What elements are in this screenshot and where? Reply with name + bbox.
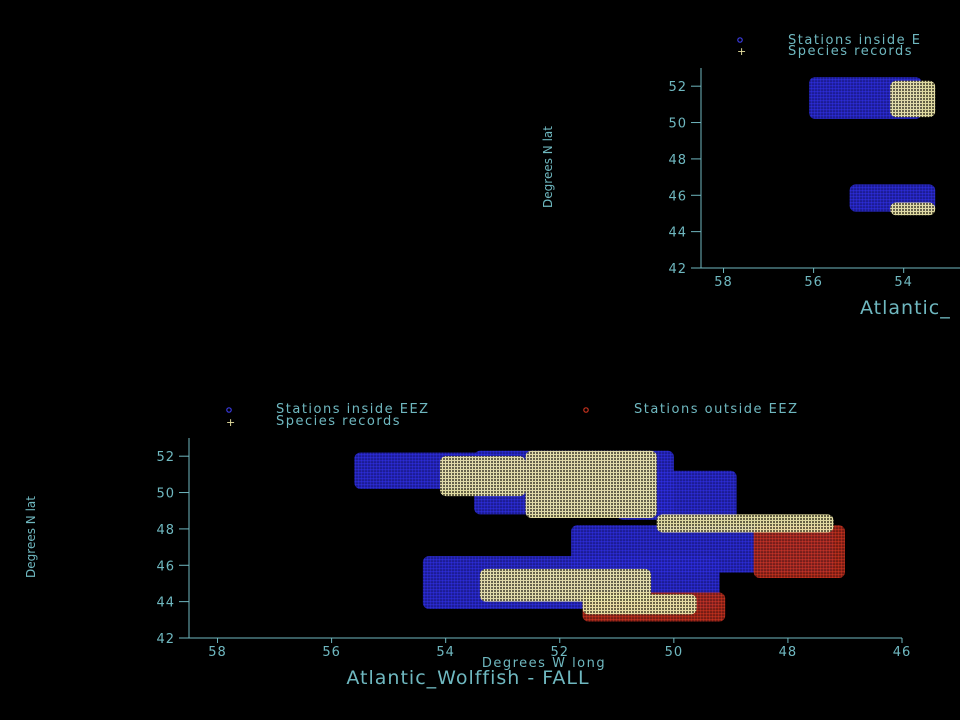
y-tick-label: 42	[156, 632, 175, 647]
y-tick-label: 50	[668, 117, 687, 132]
x-tick-label: 54	[436, 645, 455, 660]
y-tick-label: 48	[668, 153, 687, 168]
legend-outside-eez-label: Stations outside EEZ	[634, 402, 799, 417]
x-tick-label: 46	[893, 645, 912, 660]
x-axis-label: Degrees W long	[482, 656, 606, 671]
data-layer	[809, 77, 936, 216]
x-tick-label: 58	[714, 275, 733, 290]
y-tick-label: 52	[668, 80, 687, 95]
species-records-region-1	[525, 450, 657, 518]
y-tick-label: 50	[156, 487, 175, 502]
x-tick-label: 52	[550, 645, 569, 660]
chart-title: Atlantic_Wolffish - FALL	[346, 667, 589, 689]
axes	[700, 68, 960, 269]
legend-outside-eez-marker	[583, 407, 589, 413]
x-tick-label: 56	[322, 645, 341, 660]
data-layer	[354, 450, 845, 622]
x-tick-label: 56	[804, 275, 823, 290]
x-tick-label: 58	[208, 645, 227, 660]
legend-inside-eez-label: Stations inside E	[788, 33, 921, 48]
y-tick-label: 42	[668, 262, 687, 277]
y-axis-label: Degrees N lat	[541, 126, 555, 208]
y-tick-label: 48	[156, 523, 175, 538]
legend: Stations inside EEZ Stations outside EEZ…	[226, 402, 799, 429]
ticks: 52 50 48 46 44 42 58 56 54 52 50 48 46	[156, 450, 912, 660]
y-axis-label: Degrees N lat	[24, 496, 38, 578]
legend-species-records-label: Species records	[276, 414, 401, 429]
chart-top: Stations inside E + Species records 52 50…	[541, 33, 960, 319]
y-tick-label: 44	[156, 596, 175, 611]
legend: Stations inside E + Species records	[737, 33, 921, 59]
ticks: 52 50 48 46 44 42 58 56 54	[668, 80, 913, 290]
y-tick-label: 44	[668, 226, 687, 241]
species-records-region-3	[479, 568, 652, 602]
x-tick-label: 48	[779, 645, 798, 660]
legend-species-records-marker: +	[226, 416, 235, 429]
species-records-region-4	[582, 594, 697, 615]
species-records-region-0	[439, 456, 526, 497]
y-tick-label: 46	[668, 189, 687, 204]
legend-inside-eez-marker	[226, 407, 232, 413]
species-records-region-2	[656, 514, 834, 533]
species-records-region-1	[890, 202, 936, 216]
y-tick-label: 52	[156, 450, 175, 465]
legend-inside-eez-marker	[737, 37, 743, 43]
stations-outside-eez-region-0	[753, 525, 845, 578]
chart-bottom: Stations inside EEZ Stations outside EEZ…	[24, 402, 912, 689]
species-records-region-0	[890, 80, 936, 118]
legend-inside-eez-label: Stations inside EEZ	[276, 402, 430, 417]
y-tick-label: 46	[156, 559, 175, 574]
legend-species-records-marker: +	[737, 45, 746, 58]
axes	[188, 438, 902, 639]
x-tick-label: 54	[894, 275, 913, 290]
x-tick-label: 50	[665, 645, 684, 660]
chart-title: Atlantic_	[860, 297, 951, 319]
legend-species-records-label: Species records	[788, 44, 913, 59]
